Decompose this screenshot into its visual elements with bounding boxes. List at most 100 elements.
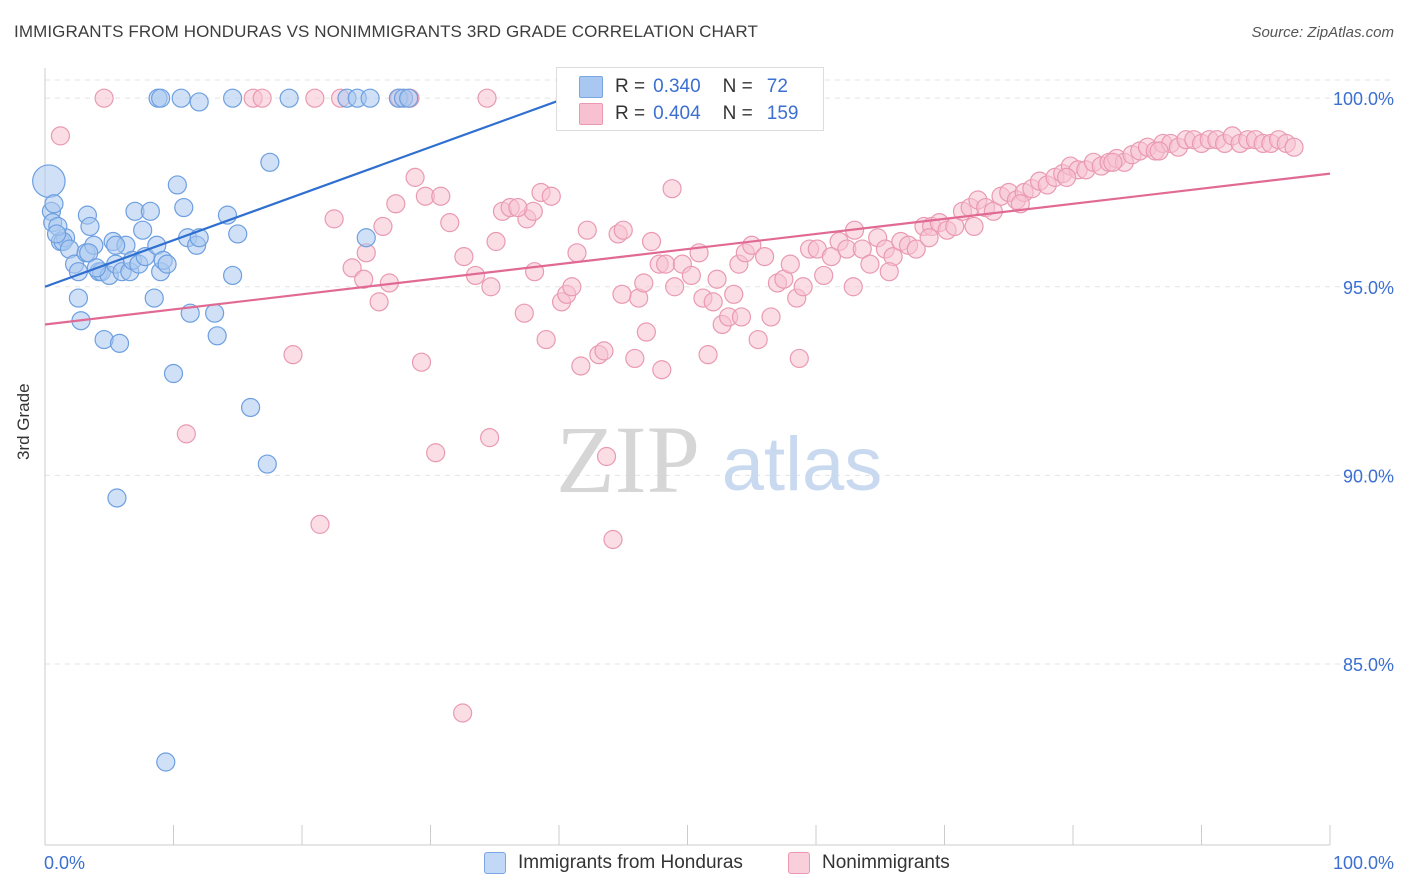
nonimmigrant-point <box>860 254 880 274</box>
honduras-point <box>68 288 89 308</box>
nonimmigrant-point <box>324 209 344 229</box>
legend-r-label: R = <box>615 103 646 124</box>
honduras-point <box>156 752 176 772</box>
nonimmigrant-point <box>480 428 500 448</box>
y-tick-label: 90.0% <box>1343 466 1394 486</box>
legend-item-honduras[interactable]: Immigrants from Honduras <box>484 852 743 874</box>
nonimmigrant-point <box>454 246 474 267</box>
legend-r-label: R = <box>615 76 646 97</box>
honduras-point <box>241 397 261 418</box>
nonimmigrant-point <box>514 303 534 323</box>
nonimmigrant-point <box>789 348 809 369</box>
honduras-point <box>356 228 376 248</box>
x-tick-label: 100.0% <box>1333 853 1394 873</box>
nonimmigrant-point <box>793 277 813 297</box>
nonimmigrant-point <box>440 213 460 233</box>
legend-r-value: 0.340 <box>653 76 701 97</box>
chart-title: IMMIGRANTS FROM HONDURAS VS NONIMMIGRANT… <box>14 22 758 41</box>
honduras-point <box>109 333 130 353</box>
legend-r-value: 0.404 <box>653 103 701 124</box>
nonimmigrant-point <box>681 265 701 286</box>
nonimmigrant-point <box>964 216 984 237</box>
nonimmigrant-point <box>1149 141 1169 161</box>
nonimmigrant-point <box>814 265 834 286</box>
grid-layer <box>45 79 1394 665</box>
nonimmigrant-point <box>486 231 506 252</box>
honduras-point <box>205 303 225 323</box>
honduras-point <box>32 164 66 198</box>
nonimmigrant-point <box>536 329 556 350</box>
nonimmigrant-point <box>594 341 614 361</box>
nonimmigrant-point <box>567 243 587 263</box>
honduras-point <box>174 197 194 218</box>
nonimmigrant-point <box>405 167 425 187</box>
source-label: Source: ZipAtlas.com <box>1251 24 1394 41</box>
honduras-point <box>151 88 171 108</box>
nonimmigrant-point <box>821 246 842 267</box>
legend-item-nonimmigrants[interactable]: Nonimmigrants <box>788 852 950 874</box>
legend-swatch-pink <box>579 103 603 125</box>
legend-row-nonimmigrants: R = 0.404 N = 159 <box>579 102 798 126</box>
nonimmigrant-point <box>652 360 672 380</box>
nonimmigrant-point <box>571 356 591 376</box>
nonimmigrant-point <box>1010 194 1030 214</box>
nonimmigrants-trend-line <box>44 172 1331 326</box>
nonimmigrant-point <box>373 216 393 237</box>
nonimmigrant-point <box>656 254 676 274</box>
nonimmigrant-point <box>94 88 114 108</box>
honduras-point <box>207 326 227 346</box>
legend-n-value: 72 <box>766 76 788 97</box>
honduras-point <box>144 288 164 308</box>
legend-row-honduras: R = 0.340 N = 72 <box>579 75 788 99</box>
legend-n-value: 159 <box>766 103 799 124</box>
honduras-point <box>399 88 419 108</box>
tick-labels: 100.0% 95.0% 90.0% 85.0% 0.0% 100.0% <box>44 89 1394 873</box>
y-tick-label: 95.0% <box>1343 278 1394 298</box>
nonimmigrant-point <box>426 443 446 463</box>
legend-label-honduras: Immigrants from Honduras <box>518 852 743 873</box>
nonimmigrant-point <box>761 307 781 327</box>
legend-label-nonimmigrants: Nonimmigrants <box>822 852 950 873</box>
nonimmigrant-point <box>724 284 744 304</box>
honduras-point <box>171 88 191 108</box>
honduras-point <box>163 363 184 384</box>
nonimmigrant-point <box>369 292 389 312</box>
y-tick-label: 100.0% <box>1333 89 1394 109</box>
nonimmigrant-point <box>541 186 561 206</box>
nonimmigrant-point <box>703 292 723 312</box>
nonimmigrant-point <box>562 277 582 297</box>
nonimmigrant-point <box>508 197 528 218</box>
nonimmigrant-point <box>50 126 71 146</box>
honduras-point <box>360 88 380 108</box>
nonimmigrant-point <box>283 345 303 365</box>
nonimmigrant-point <box>662 179 682 199</box>
honduras-point <box>133 220 153 240</box>
nonimmigrant-point <box>843 277 863 297</box>
honduras-point <box>228 224 248 244</box>
nonimmigrant-point <box>1103 152 1123 172</box>
honduras-point <box>223 265 243 286</box>
honduras-point <box>79 243 99 263</box>
nonimmigrant-point <box>707 269 727 289</box>
series-legend: Immigrants from Honduras Nonimmigrants <box>0 852 1406 878</box>
nonimmigrant-point <box>577 220 597 240</box>
honduras-point <box>107 488 127 508</box>
honduras-point <box>260 152 280 172</box>
nonimmigrant-point <box>176 424 196 444</box>
nonimmigrant-point <box>386 194 406 214</box>
legend-swatch-honduras <box>484 852 506 874</box>
nonimmigrant-point <box>477 88 497 108</box>
honduras-point <box>140 201 160 221</box>
honduras-point <box>223 88 243 108</box>
watermark-atlas: atlas <box>722 422 883 507</box>
nonimmigrant-point <box>411 352 432 372</box>
nonimmigrant-point <box>634 273 654 293</box>
nonimmigrant-point <box>698 345 718 365</box>
nonimmigrant-point <box>612 284 632 304</box>
watermark: ZIP atlas <box>556 406 882 513</box>
nonimmigrant-point <box>453 703 473 723</box>
nonimmigrant-point <box>641 231 662 252</box>
honduras-point <box>106 235 126 255</box>
honduras-point <box>279 88 299 108</box>
